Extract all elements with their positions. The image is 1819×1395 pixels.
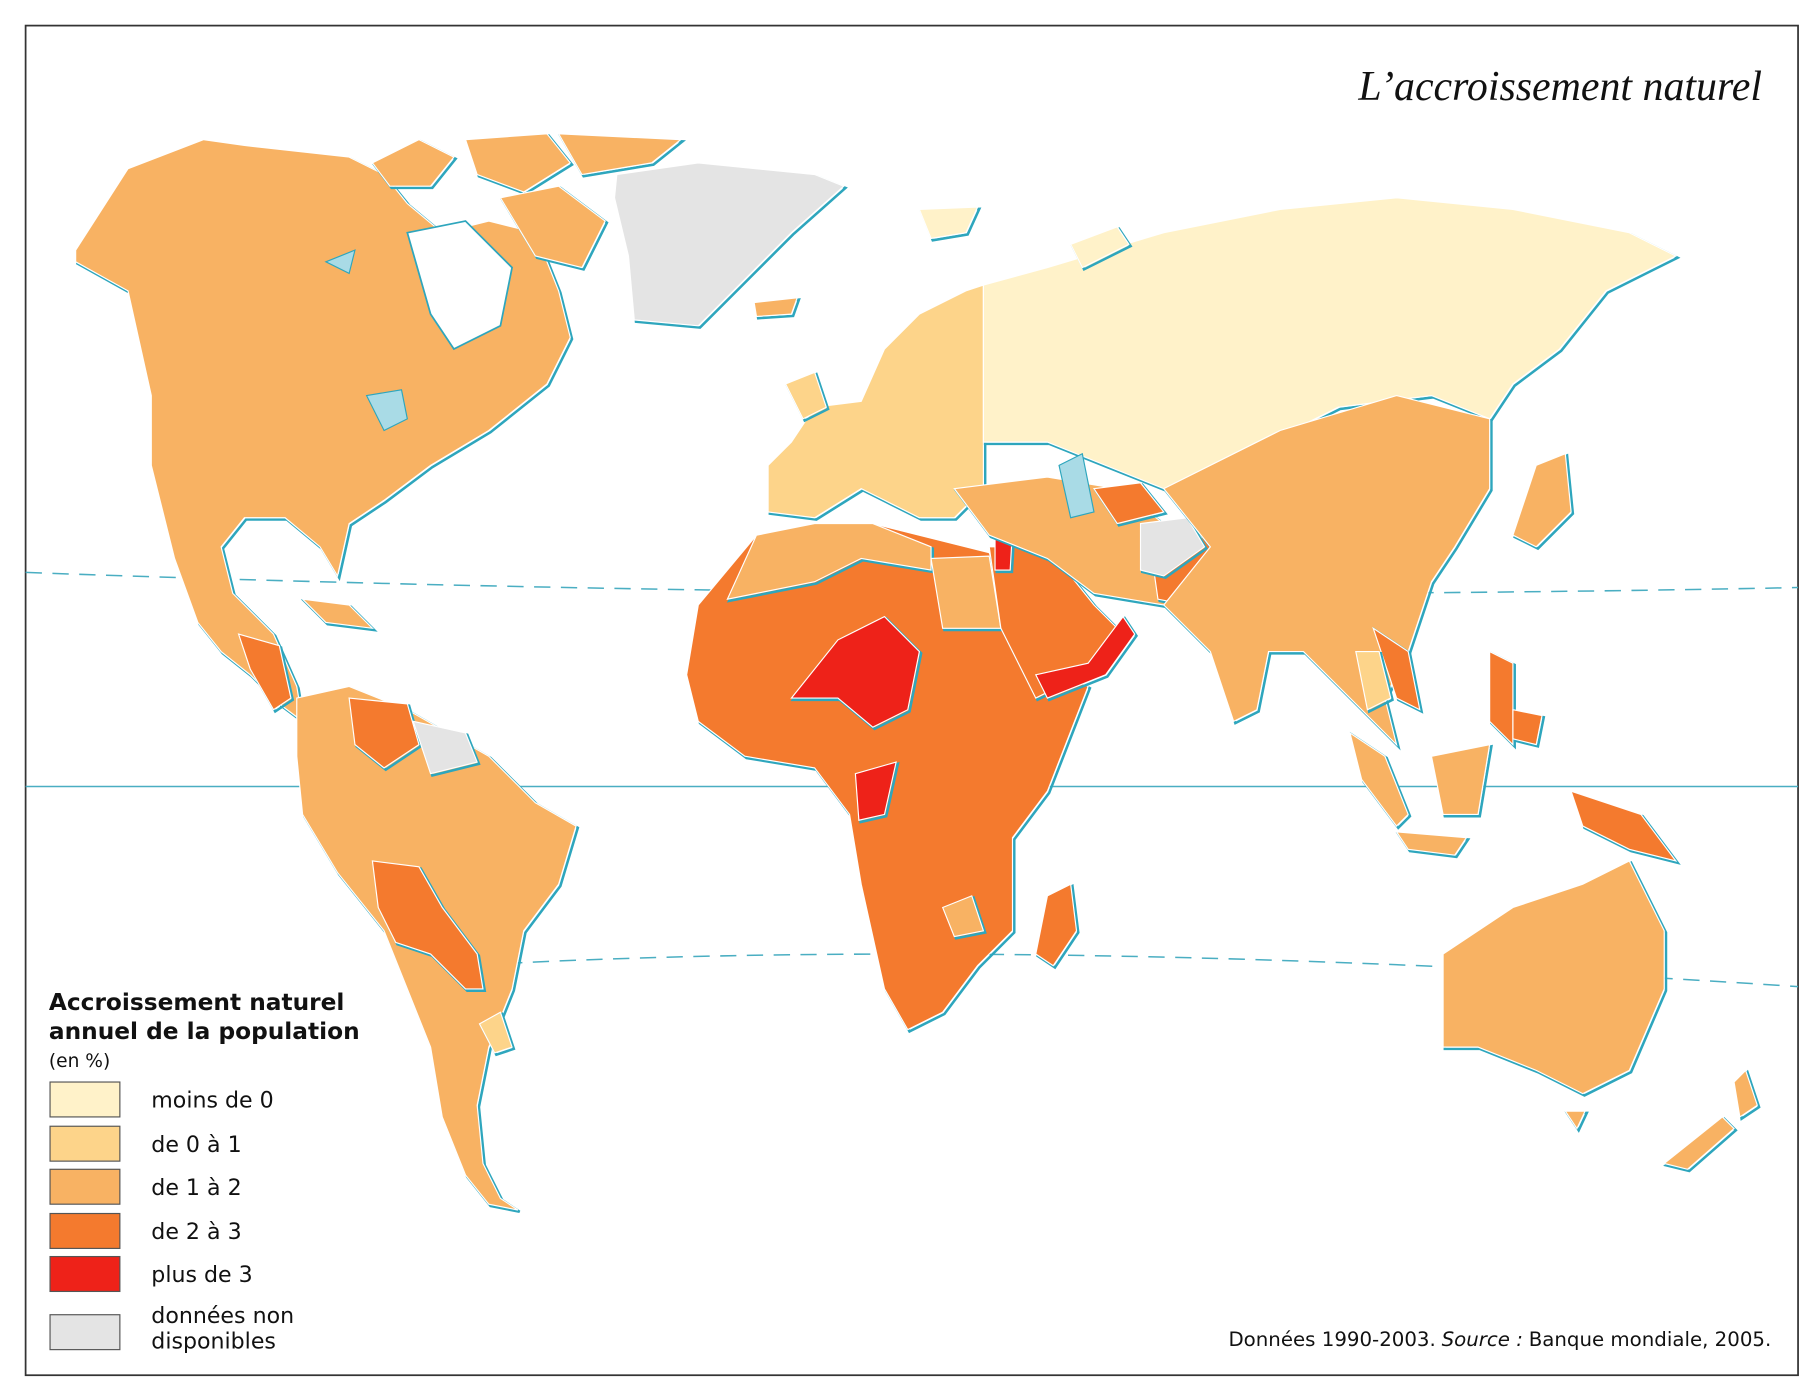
land-masses bbox=[75, 133, 1761, 1214]
country-region bbox=[613, 162, 845, 327]
legend-label: de 0 à 1 bbox=[151, 1132, 241, 1158]
legend-label: de 2 à 3 bbox=[151, 1219, 241, 1245]
legend-swatch bbox=[49, 1314, 121, 1351]
country-region bbox=[1372, 626, 1421, 711]
country-region bbox=[1512, 709, 1543, 746]
caspian-sea bbox=[1058, 452, 1095, 519]
map-title: L’accroissement naturel bbox=[1357, 64, 1762, 110]
country-region bbox=[1355, 650, 1392, 711]
country-region bbox=[1570, 790, 1678, 862]
country-region bbox=[726, 522, 932, 600]
country-region bbox=[784, 371, 828, 420]
lake bbox=[365, 389, 408, 432]
country-region bbox=[854, 761, 897, 821]
country-region bbox=[464, 133, 572, 193]
legend-swatch bbox=[49, 1255, 121, 1293]
country-region bbox=[1489, 650, 1514, 747]
country-region bbox=[1733, 1069, 1759, 1118]
legend-title: annuel de la population bbox=[49, 1018, 360, 1045]
lakes bbox=[324, 249, 1095, 519]
country-region bbox=[1430, 743, 1491, 816]
country-region bbox=[371, 138, 455, 187]
hudson-bay bbox=[406, 220, 514, 351]
country-region bbox=[1069, 226, 1130, 269]
country-region bbox=[1092, 482, 1165, 525]
source-prefix: Données 1990-2003. bbox=[1228, 1328, 1435, 1351]
country-region bbox=[371, 860, 484, 990]
source-text: Banque mondiale, 2005. bbox=[1529, 1328, 1772, 1351]
country-region bbox=[930, 555, 1002, 629]
legend-swatch bbox=[49, 1125, 121, 1162]
country-region bbox=[982, 197, 1678, 490]
legend-label: disponibles bbox=[151, 1328, 276, 1354]
source-label: Source : bbox=[1442, 1328, 1523, 1351]
legend-swatch bbox=[49, 1212, 121, 1249]
country-region bbox=[237, 633, 292, 711]
country-region bbox=[412, 720, 478, 775]
country-region bbox=[1162, 394, 1491, 747]
country-region bbox=[1139, 517, 1206, 577]
country-region bbox=[478, 1011, 513, 1054]
country-region bbox=[941, 895, 985, 938]
country-region bbox=[790, 615, 921, 728]
country-region bbox=[918, 206, 979, 240]
legend-swatch bbox=[49, 1081, 121, 1118]
country-region bbox=[1035, 883, 1078, 967]
lake bbox=[324, 249, 356, 275]
legend-swatch bbox=[49, 1168, 121, 1205]
source-note: Données 1990-2003. Source : Banque mondial… bbox=[1228, 1328, 1771, 1351]
country-region bbox=[1349, 731, 1409, 827]
country-region bbox=[1034, 615, 1136, 699]
country-region bbox=[1662, 1116, 1735, 1170]
country-region bbox=[1564, 1110, 1586, 1130]
legend-label: données non bbox=[151, 1303, 294, 1329]
country-region bbox=[1442, 860, 1665, 1095]
country-region bbox=[499, 185, 606, 269]
country-region bbox=[557, 133, 683, 176]
legend-title: (en %) bbox=[49, 1051, 110, 1072]
country-region bbox=[348, 697, 420, 769]
legend-label: plus de 3 bbox=[151, 1262, 252, 1288]
legend-title: Accroissement naturel bbox=[49, 989, 345, 1016]
country-region bbox=[300, 598, 375, 630]
country-region bbox=[753, 297, 799, 318]
legend-label: de 1 à 2 bbox=[151, 1175, 241, 1201]
country-region bbox=[1512, 452, 1572, 548]
legend-label: moins de 0 bbox=[151, 1088, 273, 1114]
country-region bbox=[1395, 831, 1468, 856]
